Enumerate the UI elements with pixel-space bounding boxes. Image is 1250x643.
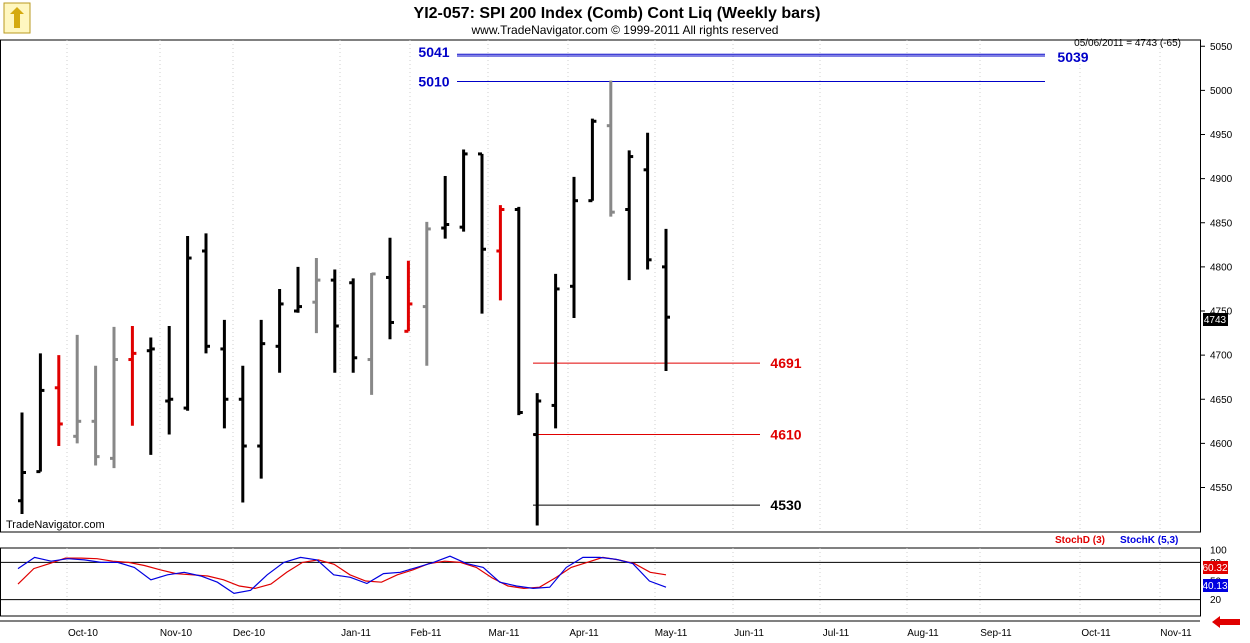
stochk-label: StochK (5,3) <box>1120 535 1178 546</box>
level-label-5010: 5010 <box>418 74 449 90</box>
x-tick-label: Jan-11 <box>341 628 371 639</box>
ohlc-bar <box>551 273 560 429</box>
ohlc-bar <box>533 393 542 526</box>
ohlc-bar <box>625 150 634 281</box>
ohlc-bar <box>312 258 321 334</box>
y-tick-label: 4900 <box>1210 174 1233 185</box>
ohlc-bar <box>36 353 45 474</box>
stoch-y-tick-label: 100 <box>1210 546 1227 557</box>
ohlc-bar <box>238 365 247 503</box>
level-label-4691: 4691 <box>770 355 801 371</box>
y-tick-label: 4750 <box>1210 307 1233 318</box>
ohlc-bar <box>294 266 302 313</box>
chart-subtitle: www.TradeNavigator.com © 1999-2011 All r… <box>471 23 779 37</box>
y-tick-label: 4850 <box>1210 218 1233 229</box>
x-tick-label: Oct-11 <box>1081 628 1111 639</box>
stochk-value-tag: 40.13 <box>1202 579 1228 592</box>
ohlc-bar <box>422 221 431 366</box>
x-tick-label: May-11 <box>655 628 688 639</box>
ohlc-bar <box>275 288 284 373</box>
x-tick-label: Nov-10 <box>160 628 193 639</box>
stochd-label: StochD (3) <box>1055 535 1105 546</box>
x-tick-label: Oct-10 <box>68 628 98 639</box>
last-price-tag: 4743 <box>1203 313 1228 326</box>
y-tick-label: 4950 <box>1210 130 1233 141</box>
ohlc-bar <box>588 118 597 203</box>
stochd-line <box>17 556 667 590</box>
ohlc-bar <box>73 334 82 444</box>
x-tick-label: Nov-11 <box>1160 628 1192 639</box>
y-tick-label: 4600 <box>1210 439 1233 450</box>
ohlc-bar <box>349 278 358 373</box>
ohlc-bar <box>146 337 155 455</box>
x-tick-label: Apr-11 <box>569 628 599 639</box>
ohlc-bar <box>606 80 615 217</box>
ohlc-bar <box>165 326 174 435</box>
ohlc-bar <box>128 326 137 426</box>
ohlc-bar <box>330 269 339 373</box>
stoch-y-tick-label: 20 <box>1210 595 1222 606</box>
y-tick-label: 4700 <box>1210 351 1233 362</box>
ohlc-bar <box>441 175 450 239</box>
chart-title: YI2-057: SPI 200 Index (Comb) Cont Liq (… <box>414 5 821 22</box>
scroll-left-arrow-icon[interactable] <box>1212 616 1240 628</box>
price-panel-frame <box>0 39 1201 533</box>
last-price-label: 4743 <box>1204 315 1227 326</box>
ohlc-bar <box>570 176 578 319</box>
x-tick-label: Dec-10 <box>233 628 266 639</box>
x-tick-label: Jun-11 <box>734 628 764 639</box>
level-label-5039: 5039 <box>1057 49 1088 65</box>
y-tick-label: 4650 <box>1210 395 1233 406</box>
x-tick-label: Sep-11 <box>980 628 1012 639</box>
stochd-value: 60.32 <box>1202 563 1227 574</box>
stoch-panel-frame <box>0 547 1201 617</box>
level-label-4610: 4610 <box>770 427 801 443</box>
ohlc-bar <box>496 205 505 301</box>
watermark: TradeNavigator.com <box>6 519 105 531</box>
level-label-4530: 4530 <box>770 497 801 513</box>
ohlc-bar <box>91 365 100 466</box>
level-label-5041: 5041 <box>418 44 449 60</box>
x-tick-label: Aug-11 <box>907 628 939 639</box>
ohlc-bar <box>220 319 229 429</box>
ohlc-bar <box>662 228 670 372</box>
ohlc-bar <box>367 272 376 395</box>
ohlc-bar <box>257 319 266 479</box>
ohlc-bar <box>478 152 486 314</box>
logo-icon <box>3 2 31 34</box>
stochk-value: 40.13 <box>1202 581 1227 592</box>
stochd-value-tag: 60.32 <box>1202 561 1228 574</box>
ohlc-bar <box>514 206 523 416</box>
y-tick-label: 5000 <box>1210 86 1233 97</box>
price-readout: 05/06/2011 = 4743 (-65) <box>1074 38 1181 49</box>
stochk-line <box>17 555 667 595</box>
ohlc-bar <box>18 412 26 514</box>
ohlc-bar <box>54 355 63 447</box>
ohlc-bar <box>643 132 652 270</box>
ohlc-bar <box>404 260 413 333</box>
y-tick-label: 5050 <box>1210 42 1233 53</box>
ohlc-bar <box>386 237 394 340</box>
ohlc-bar <box>459 149 468 232</box>
ohlc-bar <box>183 235 192 411</box>
y-tick-label: 4550 <box>1210 483 1233 494</box>
x-tick-label: Jul-11 <box>823 628 850 639</box>
y-tick-label: 4800 <box>1210 262 1233 273</box>
x-tick-label: Feb-11 <box>411 628 442 639</box>
ohlc-bar <box>202 233 210 354</box>
ohlc-bar <box>110 326 118 469</box>
x-tick-label: Mar-11 <box>489 628 520 639</box>
